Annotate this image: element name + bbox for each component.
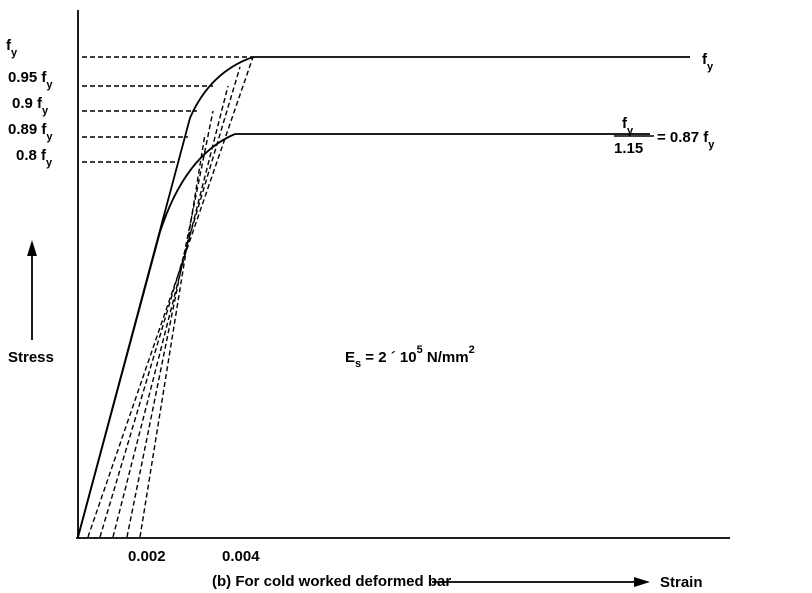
dashed-offset	[126, 110, 214, 538]
dashed-offset	[99, 66, 241, 538]
y-label: fy	[6, 37, 18, 59]
y-label: 0.89 fy	[8, 121, 53, 143]
y-label: 0.8 fy	[16, 147, 53, 169]
arrow-head	[27, 240, 37, 256]
dashed-offset	[87, 56, 254, 538]
dashed-offset	[139, 133, 206, 538]
arrow-head	[634, 577, 650, 587]
fraction-denominator: 1.15	[614, 140, 643, 157]
caption: (b) For cold worked deformed bar	[212, 573, 451, 590]
modulus: Es = 2 ´ 105 N/mm2	[345, 344, 475, 370]
y-axis-label: Stress	[8, 349, 54, 366]
x-axis-label: Strain	[660, 574, 703, 591]
upper-line-label: fy	[702, 51, 714, 73]
y-label: 0.9 fy	[12, 95, 49, 117]
x-tick: 0.004	[222, 548, 260, 565]
fraction-rhs: = 0.87 fy	[657, 129, 715, 151]
upper-curve	[77, 56, 254, 538]
dashed-offset	[112, 85, 229, 538]
y-label: 0.95 fy	[8, 69, 53, 91]
x-tick: 0.002	[128, 548, 166, 565]
lower-curve	[77, 133, 236, 538]
fraction-numerator: fy	[622, 115, 634, 137]
